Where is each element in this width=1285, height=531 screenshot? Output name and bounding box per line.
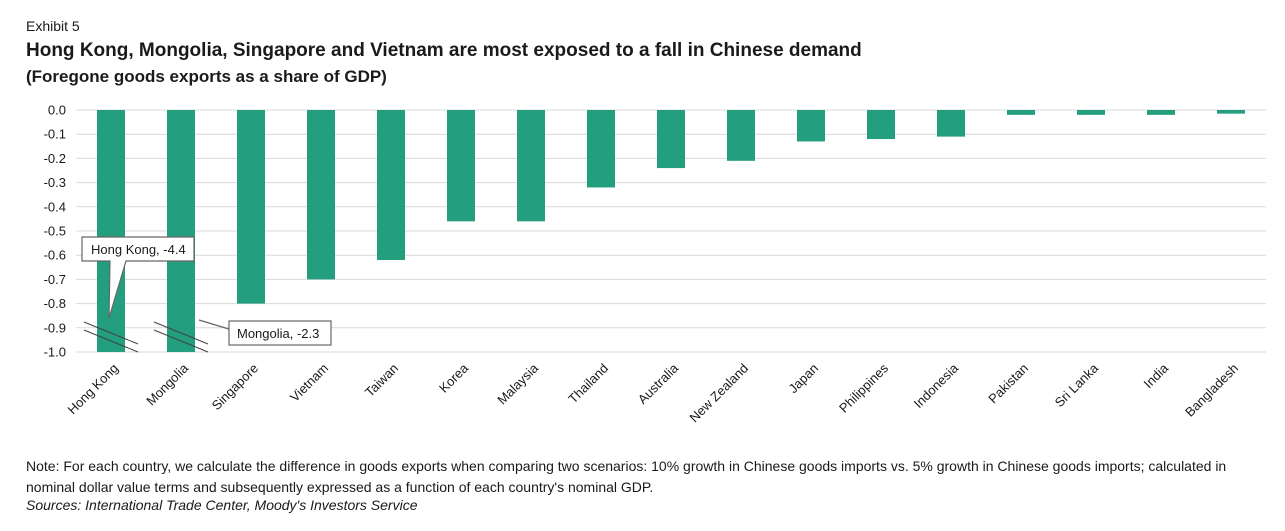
x-category-label: Mongolia [143, 360, 191, 408]
callout-leader-mongolia [198, 319, 233, 331]
bar [447, 110, 475, 222]
x-axis-labels: Hong Kong Mongolia Singapore Vietnam Taiwan K… [65, 360, 1242, 425]
x-category-label: Korea [436, 360, 472, 396]
callout-label-hong-kong: Hong Kong, -4.4 [91, 242, 186, 257]
x-category-label: Philippines [836, 360, 891, 415]
x-category-label: Sri Lanka [1052, 360, 1102, 410]
y-tick-label: -0.4 [44, 199, 66, 214]
x-category-label: Bangladesh [1182, 361, 1241, 420]
x-category-label: Indonesia [911, 360, 962, 411]
axis-break-mark [83, 321, 139, 345]
callouts: Hong Kong, -4.4 Mongolia, -2.3 [81, 236, 332, 353]
bar [377, 110, 405, 261]
y-tick-label: -0.1 [44, 127, 66, 142]
y-tick-label: -0.3 [44, 175, 66, 190]
bar [237, 110, 265, 304]
bar [1007, 110, 1035, 115]
bar [307, 110, 335, 280]
x-category-label: Pakistan [985, 361, 1031, 407]
chart-title: Hong Kong, Mongolia, Singapore and Vietn… [26, 40, 862, 61]
bar [1217, 110, 1245, 114]
axis-break-mark [83, 329, 139, 353]
x-category-label: Malaysia [494, 360, 541, 407]
x-category-label: Taiwan [362, 361, 401, 400]
x-category-label: Japan [785, 361, 821, 397]
x-category-label: New Zealand [686, 361, 751, 426]
y-tick-label: -1.0 [44, 345, 66, 360]
bar [1147, 110, 1175, 115]
y-tick-label: -0.2 [44, 151, 66, 166]
y-tick-label: -0.9 [44, 320, 66, 335]
callout-box-hong-kong [81, 236, 195, 319]
exhibit-label: Exhibit 5 [26, 18, 80, 34]
y-tick-label: -0.6 [44, 248, 66, 263]
x-category-label: India [1141, 360, 1172, 391]
bar [97, 110, 125, 352]
bar [797, 110, 825, 142]
chart-subtitle: (Foregone goods exports as a share of GD… [26, 67, 387, 86]
bar [727, 110, 755, 161]
callout-label-mongolia: Mongolia, -2.3 [237, 326, 319, 341]
x-category-label: Hong Kong [65, 361, 122, 418]
callout-box-mongolia [228, 320, 332, 346]
y-axis-ticks: 0.0 -0.1 -0.2 -0.3 -0.4 -0.5 -0.6 -0.7 -0.8 -0.9 -… [44, 103, 66, 360]
bar [657, 110, 685, 169]
bar [867, 110, 895, 140]
y-tick-label: 0.0 [48, 103, 66, 118]
bar [1077, 110, 1105, 115]
bars [97, 110, 1245, 352]
x-category-label: Australia [635, 360, 682, 407]
x-category-label: Vietnam [287, 361, 331, 405]
y-tick-label: -0.5 [44, 224, 66, 239]
chart-note: Note: For each country, we calculate the… [26, 458, 1227, 495]
bar [587, 110, 615, 188]
x-category-label: Singapore [209, 361, 262, 414]
y-tick-label: -0.7 [44, 272, 66, 287]
x-category-label: Thailand [565, 361, 611, 407]
bar [937, 110, 965, 137]
chart-sources: Sources: International Trade Center, Moo… [26, 497, 418, 513]
bar [167, 110, 195, 352]
axis-break-mark [153, 329, 209, 353]
y-tick-label: -0.8 [44, 296, 66, 311]
bar [517, 110, 545, 222]
axis-break-mark [153, 321, 209, 345]
